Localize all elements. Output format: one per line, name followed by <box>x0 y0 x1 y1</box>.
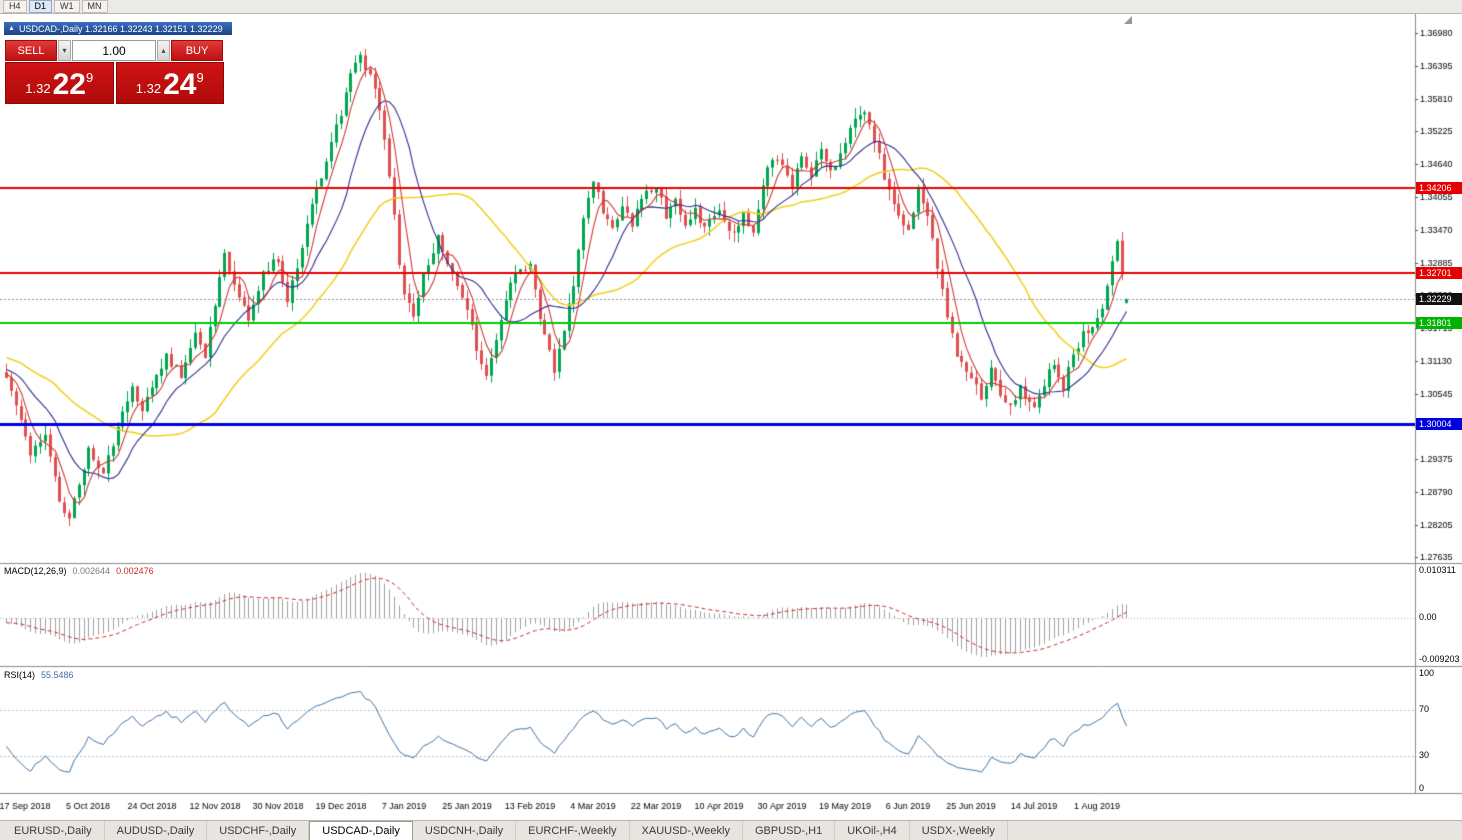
price-tag-resistance-upper[interactable]: 1.34206 <box>1416 182 1462 194</box>
sell-price-sup: 9 <box>85 70 94 85</box>
sell-price-button[interactable]: 1.32 22 9 <box>5 62 114 104</box>
price-tag-support-green[interactable]: 1.31801 <box>1416 317 1462 329</box>
chart-tab-usdchf-daily[interactable]: USDCHF-,Daily <box>207 821 310 840</box>
buy-price-big: 24 <box>163 68 197 101</box>
rsi-axis-100: 100 <box>1419 668 1435 678</box>
chart-tab-xauusd-weekly[interactable]: XAUUSD-,Weekly <box>630 821 743 840</box>
volume-input[interactable]: 1.00 <box>72 40 156 61</box>
macd-name: MACD(12,26,9) <box>4 566 67 576</box>
timeframe-toolbar: H4 D1 W1 MN <box>0 0 1462 14</box>
timeframe-button-h4[interactable]: H4 <box>3 0 27 13</box>
buy-button[interactable]: BUY <box>171 40 223 61</box>
sell-price-prefix: 1.32 <box>25 81 51 96</box>
price-tag-current-price[interactable]: 1.32229 <box>1416 293 1462 305</box>
chart-title: USDCAD-,Daily 1.32166 1.32243 1.32151 1.… <box>18 23 223 34</box>
chart-tab-bar: EURUSD-,Daily AUDUSD-,Daily USDCHF-,Daily U… <box>0 820 1462 840</box>
buy-price-sup: 9 <box>196 70 204 85</box>
sell-button[interactable]: SELL <box>5 40 57 61</box>
macd-signal-value: 0.002476 <box>116 566 154 576</box>
macd-axis-min: -0.009203 <box>1419 654 1460 664</box>
macd-axis-zero: 0.00 <box>1419 612 1437 622</box>
chart-tab-ukoil-h4[interactable]: UKOil-,H4 <box>835 821 910 840</box>
main-chart-canvas[interactable] <box>0 14 1462 820</box>
chart-tab-usdx-weekly[interactable]: USDX-,Weekly <box>910 821 1008 840</box>
rsi-axis-0: 0 <box>1419 783 1425 793</box>
rsi-value: 55.5486 <box>41 670 74 680</box>
macd-axis-max: 0.010311 <box>1419 565 1456 575</box>
sell-price-big: 22 <box>52 68 86 101</box>
autoscroll-marker-icon <box>1124 16 1132 24</box>
timeframe-button-mn[interactable]: MN <box>81 0 108 13</box>
chart-tab-usdcad-daily[interactable]: USDCAD-,Daily <box>309 821 413 840</box>
collapse-icon: ▲ <box>8 25 15 32</box>
chart-area: ▲ USDCAD-,Daily 1.32166 1.32243 1.32151 … <box>0 14 1462 820</box>
volume-increase-button[interactable]: ▴ <box>157 40 170 61</box>
macd-indicator-label: MACD(12,26,9) 0.002644 0.002476 <box>4 566 154 576</box>
rsi-name: RSI(14) <box>4 670 36 680</box>
timeframe-button-d1[interactable]: D1 <box>28 0 53 13</box>
buy-price-prefix: 1.32 <box>135 81 162 96</box>
rsi-axis-30: 30 <box>1419 750 1430 760</box>
buy-price-button[interactable]: 1.32 24 9 <box>115 62 224 104</box>
chart-tab-gbpusd-h1[interactable]: GBPUSD-,H1 <box>743 821 836 840</box>
volume-decrease-button[interactable]: ▾ <box>58 40 71 61</box>
chart-tab-audusd-daily[interactable]: AUDUSD-,Daily <box>105 821 208 840</box>
price-tag-resistance-lower[interactable]: 1.32701 <box>1416 267 1462 279</box>
chart-tab-usdcnh-daily[interactable]: USDCNH-,Daily <box>413 821 517 840</box>
timeframe-button-w1[interactable]: W1 <box>54 0 80 13</box>
chart-tab-eurchf-weekly[interactable]: EURCHF-,Weekly <box>516 821 630 840</box>
macd-main-value: 0.002644 <box>72 566 111 576</box>
chart-tab-eurusd-daily[interactable]: EURUSD-,Daily <box>2 821 105 840</box>
rsi-indicator-label: RSI(14) 55.5486 <box>4 670 74 680</box>
chart-window-caption[interactable]: ▲ USDCAD-,Daily 1.32166 1.32243 1.32151 … <box>4 22 232 35</box>
price-tag-support-blue[interactable]: 1.30004 <box>1416 418 1462 430</box>
rsi-axis-70: 70 <box>1419 704 1430 714</box>
one-click-trading-panel: SELL ▾ 1.00 ▴ BUY 1.32 22 9 1.32 24 9 <box>5 40 224 104</box>
